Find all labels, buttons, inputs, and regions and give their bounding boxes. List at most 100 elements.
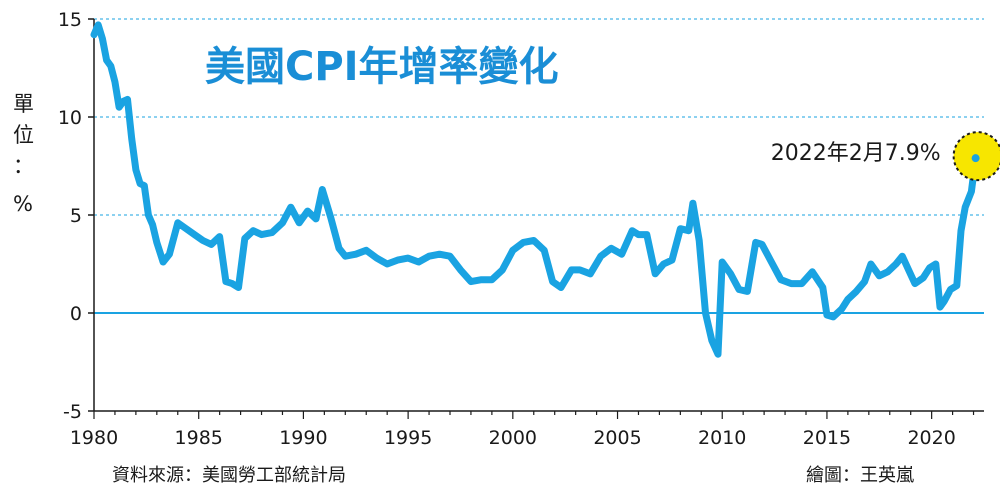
data-point [201,238,205,242]
highlight-point [971,154,980,163]
data-point [105,58,109,62]
data-point [385,262,389,266]
data-point [913,282,917,286]
data-point [710,338,714,342]
data-point [928,266,932,270]
data-point [134,168,138,172]
data-point [130,137,134,141]
data-point [532,238,536,242]
unit-char-3: ： [13,154,34,178]
data-point [396,258,400,262]
data-point [542,248,546,252]
data-point [959,229,963,233]
data-point [337,246,341,250]
data-point [691,201,695,205]
data-point [113,80,117,84]
source-note: 資料來源：美國勞工部統計局 [112,465,346,486]
data-point [969,189,973,193]
data-point [224,280,228,284]
data-point [963,205,967,209]
data-point [800,282,804,286]
data-point [821,286,825,290]
annotation-label: 2022年2月7.9% [771,141,941,166]
data-point [92,33,96,37]
data-point [438,252,442,256]
data-point [551,280,555,284]
data-point [831,315,835,319]
data-point [886,270,890,274]
data-point [678,227,682,231]
label-layer: -5 0 5 10 15 1980 1985 1990 1995 2000 2005 2010 2015… [58,9,1000,449]
data-point [630,229,634,233]
data-point [100,37,104,41]
x-tick-label: 1985 [175,427,223,449]
data-point [126,97,130,101]
data-point [745,289,749,293]
data-point [825,313,829,317]
data-point [176,221,180,225]
data-point [768,258,772,262]
data-point [854,289,858,293]
data-point [645,233,649,237]
y-tick-label: 10 [58,107,82,129]
x-tick-label: 2020 [907,427,955,449]
data-point [653,272,657,276]
data-point [955,284,959,288]
data-point [670,258,674,262]
data-point [458,268,462,272]
data-point [907,268,911,272]
data-point [260,233,264,237]
data-point [938,305,942,309]
data-point [846,297,850,301]
data-point [155,240,159,244]
series-layer [90,21,980,358]
data-point [280,221,284,225]
data-point [636,233,640,237]
data-point [151,223,155,227]
data-point [810,270,814,274]
data-point [609,246,613,250]
data-point [479,278,483,282]
data-point [490,278,494,282]
data-point [760,242,764,246]
data-point [779,278,783,282]
data-point [789,282,793,286]
data-point [921,276,925,280]
data-point [559,286,563,290]
data-point [297,221,301,225]
data-point [448,254,452,258]
data-point [877,274,881,278]
data-point [289,205,293,209]
data-point [270,231,274,235]
data-point [343,254,347,258]
data-point [500,268,504,272]
y-tick-label: 15 [58,9,82,31]
data-point [869,262,873,266]
y-axis-unit-label: 單 位 ： % [13,92,34,216]
data-point [184,227,188,231]
data-point [737,287,741,291]
data-point [230,282,234,286]
data-point [406,256,410,260]
x-tick-label: 2010 [698,427,746,449]
x-tick-label: 1995 [384,427,432,449]
data-point [251,229,255,233]
data-point [375,256,379,260]
y-tick-label: 5 [70,205,82,227]
data-point [720,260,724,264]
data-point [942,299,946,303]
unit-char-2: 位 [13,123,34,147]
x-tick-label: 2005 [593,427,641,449]
unit-char-1: 單 [13,92,34,116]
data-point [697,238,701,242]
data-point [138,182,142,186]
axis-layer [88,18,984,419]
data-point [146,213,150,217]
data-point [588,272,592,276]
data-point [716,352,720,356]
data-point [243,237,247,241]
data-point [109,64,113,68]
data-point [218,235,222,239]
